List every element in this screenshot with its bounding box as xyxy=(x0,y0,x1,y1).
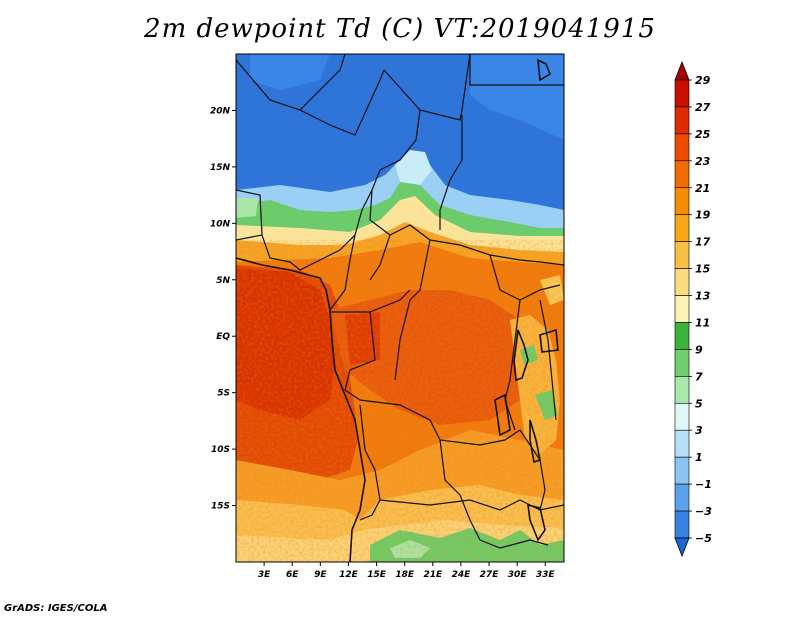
colorbar-label: 27 xyxy=(695,101,711,114)
colorbar-segment xyxy=(674,483,690,512)
country-borders xyxy=(236,54,564,549)
colorbar-segment xyxy=(674,241,690,269)
lon-label: 12E xyxy=(339,570,359,580)
colorbar-top-arrow xyxy=(674,60,690,81)
map-frame xyxy=(235,53,565,563)
colorbar-label: 23 xyxy=(695,155,711,168)
colorbar: 29 27 25 23 21 19 17 15 13 11 9 7 5 3 1 −1 −3 −5 xyxy=(674,60,712,558)
lat-label: 10S xyxy=(211,445,230,455)
grads-credit: GrADS: IGES/COLA xyxy=(4,603,108,614)
colorbar-label: 1 xyxy=(695,451,703,464)
lat-label: 5N xyxy=(216,276,230,286)
colorbar-segment xyxy=(674,106,690,135)
colorbar-label: −5 xyxy=(695,532,712,545)
colorbar-segment xyxy=(674,322,690,350)
lon-label: 6E xyxy=(286,570,299,580)
map-fill xyxy=(236,54,564,562)
lon-label: 30E xyxy=(508,570,528,580)
lon-label: 18E xyxy=(395,570,415,580)
lat-label: EQ xyxy=(216,332,230,342)
colorbar-label: 3 xyxy=(695,424,703,437)
colorbar-label: 13 xyxy=(695,290,711,303)
colorbar-segment xyxy=(674,133,690,162)
colorbar-label: 29 xyxy=(695,74,711,87)
lat-label: 5S xyxy=(217,389,230,399)
colorbar-label: 15 xyxy=(695,263,711,276)
longitude-axis: 3E 6E 9E 12E 15E 18E 21E 24E 27E 30E 33E xyxy=(258,562,556,580)
colorbar-segment xyxy=(674,187,690,216)
colorbar-segment xyxy=(674,456,690,485)
colorbar-label: 17 xyxy=(695,236,711,249)
colorbar-segment xyxy=(674,295,690,323)
colorbar-label: −3 xyxy=(695,505,712,518)
colorbar-segment xyxy=(674,376,690,404)
colorbar-segment xyxy=(674,160,690,189)
lat-label: 10N xyxy=(210,219,231,229)
lat-label: 20N xyxy=(210,106,231,116)
colorbar-segment xyxy=(674,510,690,539)
lon-label: 21E xyxy=(423,570,443,580)
map-title: 2m dewpoint Td (C) VT:2019041915 xyxy=(144,14,656,44)
colorbar-segment xyxy=(674,79,690,108)
lon-label: 3E xyxy=(258,570,271,580)
colorbar-label: 19 xyxy=(695,209,711,222)
lat-label: 15S xyxy=(211,502,230,512)
colorbar-label: 5 xyxy=(695,397,703,410)
colorbar-label: 25 xyxy=(695,128,711,141)
lat-label: 15N xyxy=(210,163,231,173)
lon-label: 9E xyxy=(314,570,327,580)
lon-label: 33E xyxy=(536,570,556,580)
colorbar-label: 21 xyxy=(695,182,710,195)
coastlines xyxy=(236,58,559,562)
colorbar-segment xyxy=(674,268,690,296)
lon-label: 24E xyxy=(452,570,472,580)
colorbar-label: 11 xyxy=(695,316,710,329)
colorbar-segment xyxy=(674,349,690,377)
colorbar-label: 9 xyxy=(695,343,703,356)
colorbar-segment xyxy=(674,429,690,458)
lon-label: 27E xyxy=(480,570,500,580)
colorbar-segment xyxy=(674,214,690,242)
colorbar-label: 7 xyxy=(695,370,703,383)
colorbar-bottom-arrow xyxy=(674,537,690,558)
lon-label: 15E xyxy=(367,570,387,580)
colorbar-label: −1 xyxy=(695,478,712,491)
colorbar-segment xyxy=(674,402,690,431)
latitude-axis: 20N 15N 10N 5N EQ 5S 10S 15S xyxy=(210,106,236,512)
